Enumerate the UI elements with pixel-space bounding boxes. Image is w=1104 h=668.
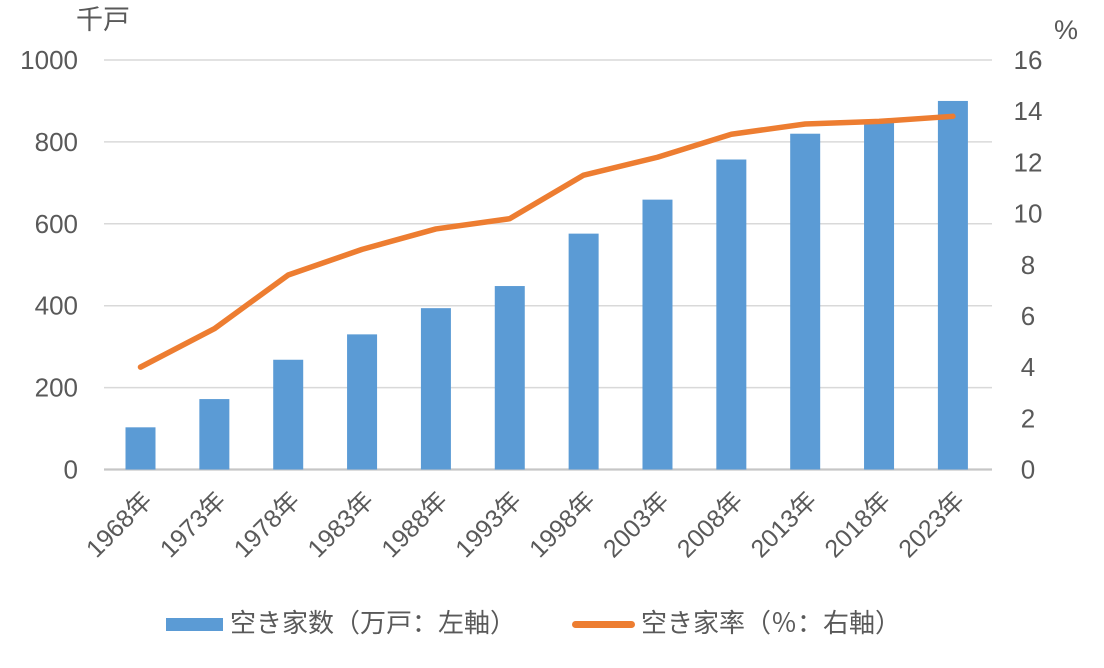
category-label: 1998年	[524, 486, 601, 563]
bar-2023年	[937, 100, 968, 470]
right-axis-tick-label: 16	[1014, 45, 1043, 75]
bar-2003年	[642, 199, 673, 470]
bar-series-label: 空き家数（万戸：左軸）	[230, 608, 517, 639]
bar-series-swatch	[166, 617, 223, 631]
category-label: 2003年	[598, 486, 675, 563]
left-axis-tick-label: 0	[64, 455, 78, 485]
left-axis-tick-label: 800	[35, 127, 78, 157]
category-label: 1973年	[155, 486, 232, 563]
plot-area: 0 200 400 600 800 1000 0 2 4 6 8 10 12 14 16 1968年1973年…	[20, 45, 1043, 563]
category-label: 1968年	[81, 486, 158, 563]
left-axis-tick-label: 200	[35, 373, 78, 403]
bar-2018年	[864, 121, 895, 470]
bar-2013年	[790, 133, 821, 470]
category-label: 2008年	[672, 486, 749, 563]
right-axis-tick-label: 4	[1021, 352, 1035, 382]
bar-1998年	[568, 233, 599, 470]
left-axis-tick-label: 600	[35, 209, 78, 239]
legend: 空き家数（万戸：左軸） 空き家率（％：右軸）	[166, 606, 901, 642]
category-label: 2023年	[893, 486, 970, 563]
vacancy-rate-line	[137, 113, 956, 370]
left-axis-title: 千戸	[76, 5, 130, 35]
category-label: 1993年	[450, 486, 527, 563]
bar-1988年	[420, 308, 451, 470]
bar-2008年	[716, 159, 747, 470]
right-axis-tick-label: 2	[1021, 403, 1035, 433]
legend-item-vacancy-rate: 空き家率（％：右軸）	[572, 608, 901, 639]
left-axis-tick-label: 400	[35, 291, 78, 321]
category-label: 2013年	[746, 486, 823, 563]
right-axis-tick-label: 14	[1014, 96, 1043, 126]
bar-1983年	[347, 334, 378, 470]
right-axis-tick-label: 10	[1014, 199, 1043, 229]
category-label: 1978年	[229, 486, 306, 563]
right-axis-tick-label: 0	[1021, 455, 1035, 485]
right-axis-tick-label: 12	[1014, 147, 1043, 177]
bar-1968年	[125, 427, 156, 470]
right-axis-tick-label: 8	[1021, 250, 1035, 280]
bar-1978年	[273, 359, 304, 470]
line-series-swatch	[572, 620, 636, 628]
right-axis-title: %	[1054, 15, 1079, 45]
category-label: 1988年	[376, 486, 453, 563]
right-axis-tick-label: 6	[1021, 301, 1035, 331]
category-label: 1983年	[302, 486, 379, 563]
category-label: 2018年	[819, 486, 896, 563]
legend-item-vacant-count: 空き家数（万戸：左軸）	[166, 608, 516, 639]
bar-1993年	[494, 286, 525, 470]
bar-1973年	[199, 399, 230, 470]
left-axis-tick-label: 1000	[20, 45, 78, 75]
line-series-label: 空き家率（％：右軸）	[641, 608, 902, 639]
